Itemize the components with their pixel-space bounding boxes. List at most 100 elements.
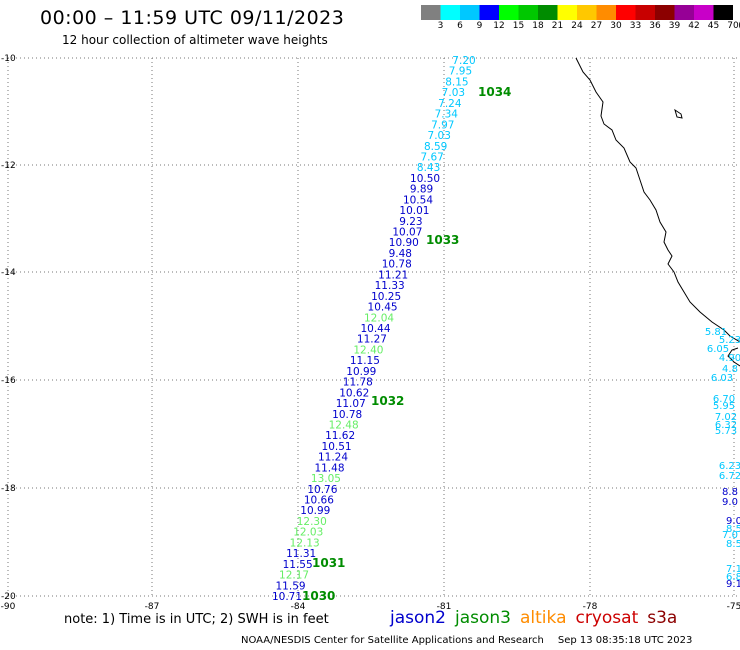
- wave-height-value: 6.70: [713, 394, 735, 405]
- wave-height-value: 11.21: [378, 269, 408, 281]
- longitude-label: -75: [727, 602, 740, 612]
- pass-number: 1032: [371, 394, 404, 408]
- wave-height-value: 7.03: [428, 130, 451, 142]
- pass-number: 1030: [302, 589, 335, 603]
- wave-height-value: 4.8: [722, 364, 738, 375]
- satellite-legend-s3a: s3a: [647, 608, 678, 628]
- color-scale-label: 15: [512, 21, 525, 31]
- lake-outline: [674, 108, 683, 119]
- wave-height-value: 12.40: [353, 344, 383, 356]
- wave-height-value: 10.66: [304, 495, 334, 507]
- wave-height-value: 7.97: [431, 119, 454, 131]
- pass-number: 1033: [426, 233, 459, 247]
- color-scale-label: 27: [590, 21, 603, 31]
- latitude-label: -14: [1, 268, 16, 278]
- altimeter-track-east: 5.815.236.054.904.86.03 6.705.957.026.325…: [705, 327, 740, 590]
- color-swatch: [440, 5, 460, 20]
- wave-height-value: 5.95: [713, 401, 735, 412]
- wave-height-value: 10.54: [403, 194, 433, 206]
- color-scale-label: 70: [727, 21, 739, 31]
- wave-height-value: 6.23: [719, 461, 740, 472]
- wave-height-value: 10.01: [399, 205, 429, 217]
- latitude-label: -18: [1, 484, 16, 494]
- latitude-label: -12: [1, 161, 16, 171]
- wave-height-value: 11.78: [343, 377, 373, 389]
- longitude-label: -81: [437, 602, 452, 612]
- wave-height-value: 10.71: [272, 591, 302, 603]
- wave-height-value: 10.45: [368, 302, 398, 314]
- footer-note: note: 1) Time is in UTC; 2) SWH is in fe…: [64, 612, 329, 627]
- satellite-legend: jason2 jason3 altika cryosat s3a: [390, 608, 686, 628]
- wave-height-value: 10.78: [382, 259, 412, 271]
- longitude-label: -78: [583, 602, 598, 612]
- wave-height-value: 11.27: [357, 334, 387, 346]
- wave-height-value: 11.33: [375, 280, 405, 292]
- wave-height-value: 7.02: [715, 412, 737, 423]
- latitude-label: -20: [1, 592, 16, 602]
- wave-height-value: 8.43: [417, 162, 440, 174]
- satellite-legend-cryosat: cryosat: [575, 608, 639, 628]
- color-swatch: [674, 5, 694, 20]
- wave-height-value: 11.62: [325, 430, 355, 442]
- wave-height-value: 10.99: [346, 366, 376, 378]
- color-swatch: [518, 5, 538, 20]
- wave-height-value: 6.03: [711, 373, 733, 384]
- color-scale-label: 24: [571, 21, 583, 31]
- pass-number-labels: 1034 1033 1032 1031 1030: [302, 85, 511, 603]
- color-scale-label: 42: [688, 21, 700, 31]
- wave-height-value: 11.31: [286, 548, 316, 560]
- map-subtitle: 12 hour collection of altimeter wave hei…: [62, 33, 328, 47]
- satellite-legend-altika: altika: [520, 608, 567, 628]
- wave-height-value: 9.1: [726, 579, 740, 590]
- color-swatch: [596, 5, 616, 20]
- color-scale-label: 6: [457, 21, 463, 31]
- wave-height-value: 8.8: [722, 487, 738, 498]
- latitude-labels: -10 -12 -14 -16 -18 -20: [1, 54, 16, 602]
- wave-height-value: 5.81: [705, 327, 727, 338]
- grid-lines: [7, 57, 740, 597]
- wave-height-value: 10.25: [371, 291, 401, 303]
- credit-line: NOAA/NESDIS Center for Satellite Applica…: [241, 635, 706, 646]
- longitude-label: -84: [291, 602, 306, 612]
- color-scale-label: 33: [629, 21, 642, 31]
- pass-number: 1034: [478, 85, 511, 99]
- wave-height-value: 5.23: [719, 335, 740, 346]
- wave-height-value: 6.72: [719, 471, 740, 482]
- color-swatch: [616, 5, 636, 20]
- wave-height-value: 10.07: [392, 227, 422, 239]
- color-scale-label: (ft): [738, 21, 740, 31]
- wave-height-value: 8.15: [445, 76, 468, 88]
- wave-height-value: 13.05: [311, 473, 341, 485]
- color-scale-label: 3: [437, 21, 444, 31]
- wave-height-value: 11.15: [350, 355, 380, 367]
- wave-height-value: 10.90: [389, 237, 419, 249]
- color-swatch: [421, 5, 441, 20]
- wave-height-value: 12.17: [279, 570, 309, 582]
- wave-height-value: 11.55: [283, 559, 313, 571]
- wave-height-value: 11.59: [276, 580, 306, 592]
- wave-height-value: 12.04: [364, 312, 394, 324]
- wave-height-value: 10.62: [339, 387, 369, 399]
- wave-height-value: 10.50: [410, 173, 440, 185]
- color-scale-label: 30: [610, 21, 622, 31]
- wave-height-value: 10.44: [360, 323, 390, 335]
- color-scale-label: 9: [476, 21, 483, 31]
- satellite-legend-jason3: jason3: [455, 608, 511, 628]
- wave-height-value: 7.34: [435, 109, 459, 121]
- timestamp: Sep 13 08:35:18 UTC 2023: [557, 635, 693, 646]
- color-scale-label: 36: [649, 21, 661, 31]
- color-scale-label: 21: [551, 21, 564, 31]
- wave-height-value: 12.30: [297, 516, 327, 528]
- wave-height-value: 8.59: [424, 141, 447, 153]
- wave-height-value: 10.76: [307, 484, 337, 496]
- wave-height-value: 4.90: [719, 353, 740, 364]
- wave-height-value: 6.32: [715, 420, 737, 431]
- color-swatch: [538, 5, 558, 20]
- color-swatch: [713, 5, 733, 20]
- wave-height-value: 7.1: [726, 564, 740, 575]
- wave-height-value: 12.48: [329, 419, 359, 431]
- color-scale-label: 12: [493, 21, 505, 31]
- wave-height-value: 7.95: [449, 66, 472, 78]
- wave-height-value: 10.51: [322, 441, 352, 453]
- wave-height-value: 7.67: [420, 151, 443, 163]
